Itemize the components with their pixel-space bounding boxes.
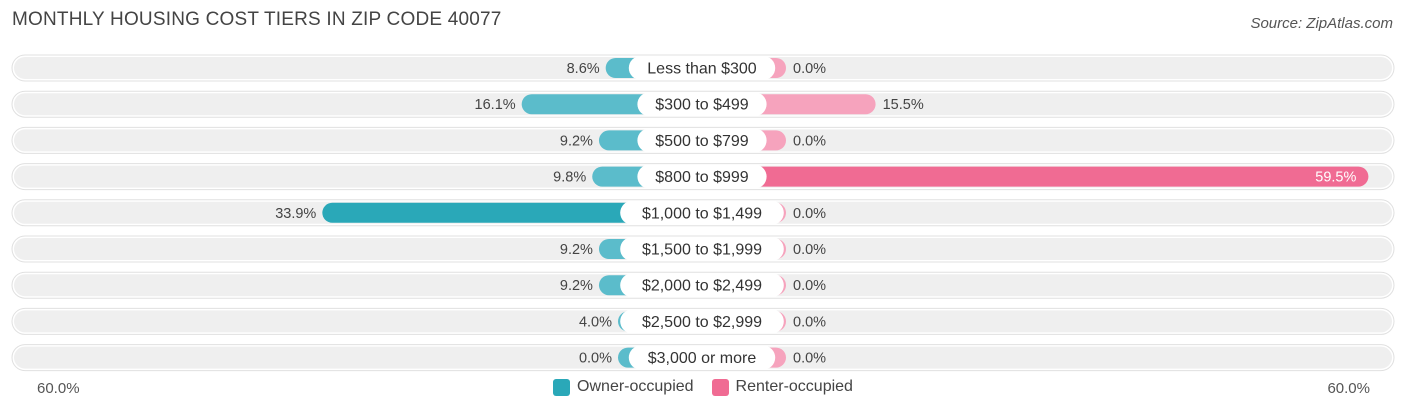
axis-right-label: 60.0% [1327, 380, 1370, 397]
owner-value-label: 9.2% [560, 133, 593, 149]
legend-item-owner: Owner-occupied [553, 378, 694, 396]
axis-left-label: 60.0% [37, 380, 80, 397]
legend-label-renter: Renter-occupied [735, 378, 853, 395]
renter-value-label: 0.0% [793, 314, 826, 330]
category-label-bg [637, 164, 767, 189]
renter-value-label: 0.0% [793, 351, 826, 367]
owner-value-label: 9.2% [560, 278, 593, 294]
category-label-bg [620, 309, 784, 334]
renter-bar [702, 166, 1369, 187]
category-label: Less than $300 [647, 61, 757, 78]
owner-bar [322, 202, 702, 223]
renter-value-label: 0.0% [793, 61, 826, 77]
source-label: Source: ZipAtlas.com [1250, 15, 1393, 32]
category-label-bg [620, 273, 784, 298]
category-label: $2,500 to $2,999 [642, 314, 762, 331]
category-label: $300 to $499 [655, 97, 749, 114]
legend-swatch-renter [711, 378, 729, 396]
legend: Owner-occupied Renter-occupied [0, 378, 1406, 396]
owner-value-label: 9.8% [553, 170, 586, 186]
owner-value-label: 16.1% [475, 97, 516, 113]
category-label: $2,000 to $2,499 [642, 278, 762, 295]
category-label-bg [628, 56, 776, 80]
renter-value-label: 0.0% [793, 242, 826, 258]
owner-value-label: 9.2% [560, 242, 593, 258]
legend-swatch-owner [553, 378, 571, 396]
category-label-bg [620, 237, 784, 261]
category-label-bg [620, 200, 784, 225]
owner-value-label: 8.6% [567, 61, 600, 77]
category-label: $800 to $999 [655, 169, 749, 186]
renter-value-label: 0.0% [793, 278, 826, 294]
legend-item-renter: Renter-occupied [711, 378, 853, 396]
category-label: $3,000 or more [648, 350, 757, 367]
legend-label-owner: Owner-occupied [577, 378, 694, 395]
owner-value-label: 4.0% [579, 314, 612, 330]
category-label-bg [637, 92, 767, 117]
chart-title: MONTHLY HOUSING COST TIERS IN ZIP CODE 4… [12, 9, 502, 30]
owner-value-label: 0.0% [579, 351, 612, 367]
category-label: $500 to $799 [655, 133, 749, 150]
renter-value-label: 0.0% [793, 206, 826, 222]
renter-value-label: 0.0% [793, 133, 826, 149]
renter-value-label: 15.5% [883, 97, 924, 113]
category-label-bg [637, 128, 767, 153]
category-label-bg [628, 345, 776, 370]
category-label: $1,000 to $1,499 [642, 205, 762, 222]
owner-value-label: 33.9% [275, 206, 316, 222]
category-label: $1,500 to $1,999 [642, 242, 762, 259]
renter-value-label: 59.5% [1315, 170, 1356, 186]
